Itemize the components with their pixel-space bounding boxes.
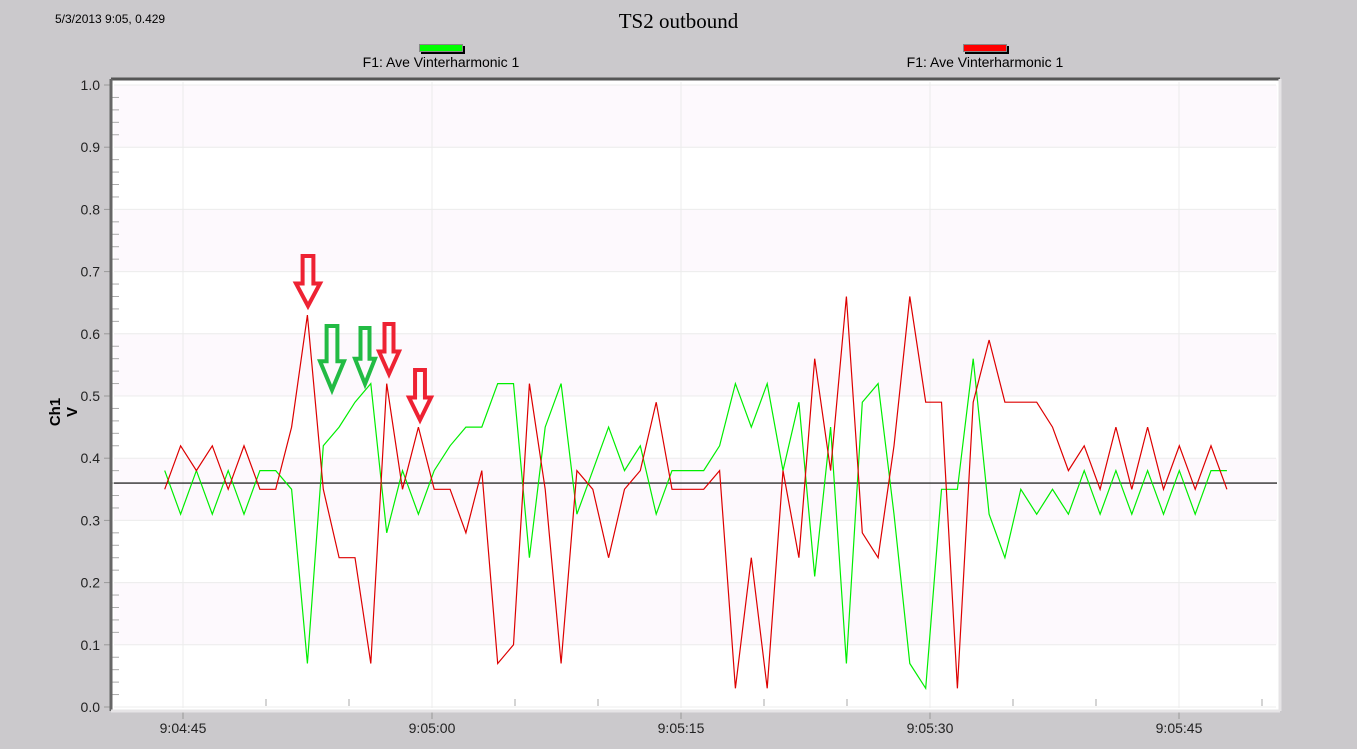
y-tick-label: 0.7	[81, 264, 101, 280]
x-tick-label: 9:05:15	[658, 720, 705, 736]
annotation-arrow-red-icon	[292, 254, 324, 311]
legend-item-green[interactable]: F1: Ave Vinterharmonic 1	[311, 44, 571, 70]
annotation-arrow-red-icon	[375, 322, 403, 379]
y-tick-label: 0.3	[81, 512, 101, 528]
x-tick-label: 9:05:45	[1156, 720, 1203, 736]
y-tick-label: 0.9	[81, 139, 101, 155]
series-line-green[interactable]	[164, 358, 1227, 691]
x-tick-label: 9:04:45	[160, 720, 207, 736]
x-tick-label: 9:05:00	[409, 720, 456, 736]
y-tick-label: 0.4	[81, 450, 101, 466]
y-tick-label: 0.6	[81, 326, 101, 342]
plot-band	[114, 85, 1277, 148]
annotation-arrow-red-icon	[405, 368, 435, 425]
series-line-red[interactable]	[164, 296, 1228, 689]
legend-item-red[interactable]: F1: Ave Vinterharmonic 1	[855, 44, 1115, 70]
chart-title: TS2 outbound	[618, 9, 739, 33]
y-tick-label: 0.1	[81, 637, 101, 653]
legend-swatch-red	[963, 44, 1007, 52]
y-tick-label: 1.0	[81, 77, 101, 93]
x-tick-label: 9:05:30	[907, 720, 954, 736]
annotation-arrow-green-icon	[317, 324, 347, 396]
y-tick-label: 0.5	[81, 388, 101, 404]
legend-label-green: F1: Ave Vinterharmonic 1	[362, 54, 520, 70]
legend-label-red: F1: Ave Vinterharmonic 1	[906, 54, 1064, 70]
plot-band	[114, 333, 1277, 396]
plot-band	[114, 582, 1277, 645]
y-tick-label: 0.8	[81, 201, 101, 217]
plot-band	[114, 209, 1277, 272]
y-tick-label: 0.0	[81, 699, 101, 715]
annotation-arrow-green-icon	[352, 326, 378, 390]
cursor-readout: 5/3/2013 9:05, 0.429	[55, 12, 166, 26]
y-tick-label: 0.2	[81, 575, 101, 591]
legend-swatch-green	[419, 44, 463, 52]
